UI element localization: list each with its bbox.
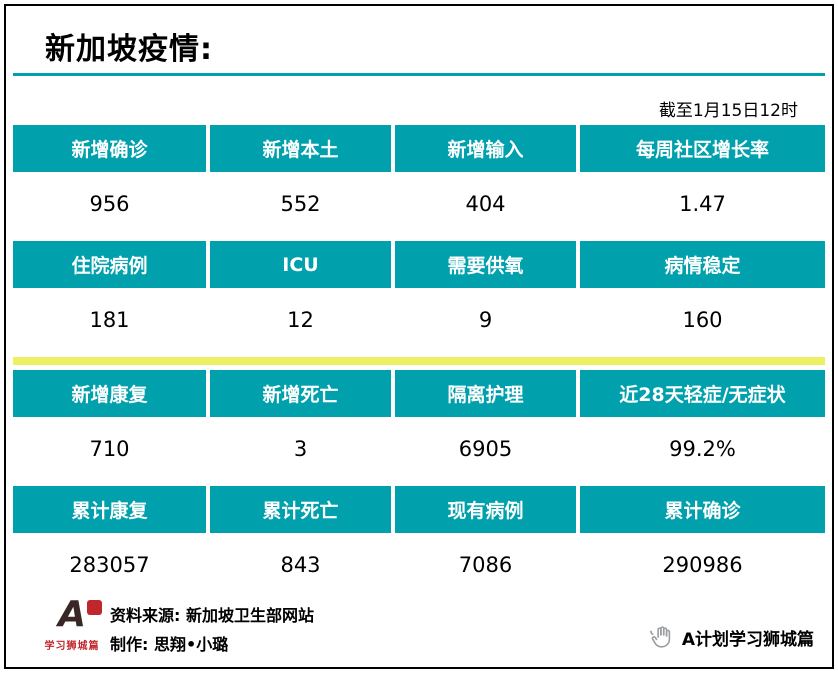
stat-header-cell: ICU: [210, 241, 391, 288]
stat-header-cell: 累计确诊: [580, 486, 825, 533]
stat-header-cell: 需要供氧: [395, 241, 576, 288]
value-row: 710 3 6905 99.2%: [13, 417, 825, 481]
stat-header-cell: 住院病例: [13, 241, 206, 288]
stat-header-cell: 新增确诊: [13, 125, 206, 172]
stat-value-cell: 404: [395, 172, 576, 236]
page-title: 新加坡疫情:: [45, 32, 213, 67]
stat-header-cell: 每周社区增长率: [580, 125, 825, 172]
stat-value-cell: 843: [210, 533, 391, 597]
stat-value-cell: 710: [13, 417, 206, 481]
logo-mark: A: [34, 594, 110, 636]
stat-value-cell: 552: [210, 172, 391, 236]
stat-header-cell: 新增输入: [395, 125, 576, 172]
stat-value-cell: 283057: [13, 533, 206, 597]
stat-header-cell: 新增本土: [210, 125, 391, 172]
value-row: 956 552 404 1.47: [13, 172, 825, 236]
data-source-text: 资料来源: 新加坡卫生部网站: [110, 606, 314, 625]
header-row: 新增确诊 新增本土 新增输入 每周社区增长率: [13, 125, 825, 172]
stat-value-cell: 7086: [395, 533, 576, 597]
watermark: A计划学习狮城篇: [649, 624, 814, 650]
stat-value-cell: 12: [210, 288, 391, 352]
credit-text: 制作: 思翔•小璐: [110, 635, 229, 654]
value-row: 283057 843 7086 290986: [13, 533, 825, 597]
stat-value-cell: 160: [580, 288, 825, 352]
stat-header-cell: 现有病例: [395, 486, 576, 533]
stat-value-cell: 9: [395, 288, 576, 352]
stat-header-cell: 新增死亡: [210, 370, 391, 417]
logo-seal-icon: [87, 600, 102, 615]
stat-header-cell: 病情稳定: [580, 241, 825, 288]
stat-value-cell: 290986: [580, 533, 825, 597]
logo-letter: A: [58, 594, 86, 635]
stat-group-recovery: 新增康复 新增死亡 隔离护理 近28天轻症/无症状 710 3 6905 99.…: [13, 370, 825, 481]
stats-table: 新增确诊 新增本土 新增输入 每周社区增长率 956 552 404 1.47 …: [13, 125, 825, 602]
site-logo: A 学习狮城篇: [34, 594, 110, 652]
stat-value-cell: 99.2%: [580, 417, 825, 481]
stat-value-cell: 6905: [395, 417, 576, 481]
header-row: 住院病例 ICU 需要供氧 病情稳定: [13, 241, 825, 288]
header-row: 新增康复 新增死亡 隔离护理 近28天轻症/无症状: [13, 370, 825, 417]
watermark-text: A计划学习狮城篇: [681, 629, 814, 650]
stat-group-cumulative: 累计康复 累计死亡 现有病例 累计确诊 283057 843 7086 2909…: [13, 486, 825, 597]
stat-header-cell: 近28天轻症/无症状: [580, 370, 825, 417]
value-row: 181 12 9 160: [13, 288, 825, 352]
stat-value-cell: 1.47: [580, 172, 825, 236]
hand-icon: [649, 624, 676, 650]
stat-header-cell: 新增康复: [13, 370, 206, 417]
stat-group-hospital: 住院病例 ICU 需要供氧 病情稳定 181 12 9 160: [13, 241, 825, 352]
stat-header-cell: 累计死亡: [210, 486, 391, 533]
stat-group-new-cases: 新增确诊 新增本土 新增输入 每周社区增长率 956 552 404 1.47: [13, 125, 825, 236]
logo-text: 学习狮城篇: [44, 641, 100, 652]
stat-value-cell: 181: [13, 288, 206, 352]
yellow-divider: [13, 357, 825, 365]
stat-header-cell: 累计康复: [13, 486, 206, 533]
stat-header-cell: 隔离护理: [395, 370, 576, 417]
stat-value-cell: 3: [210, 417, 391, 481]
title-divider: [13, 73, 825, 76]
stat-value-cell: 956: [13, 172, 206, 236]
header-row: 累计康复 累计死亡 现有病例 累计确诊: [13, 486, 825, 533]
as-of-date: 截至1月15日12时: [658, 101, 798, 121]
